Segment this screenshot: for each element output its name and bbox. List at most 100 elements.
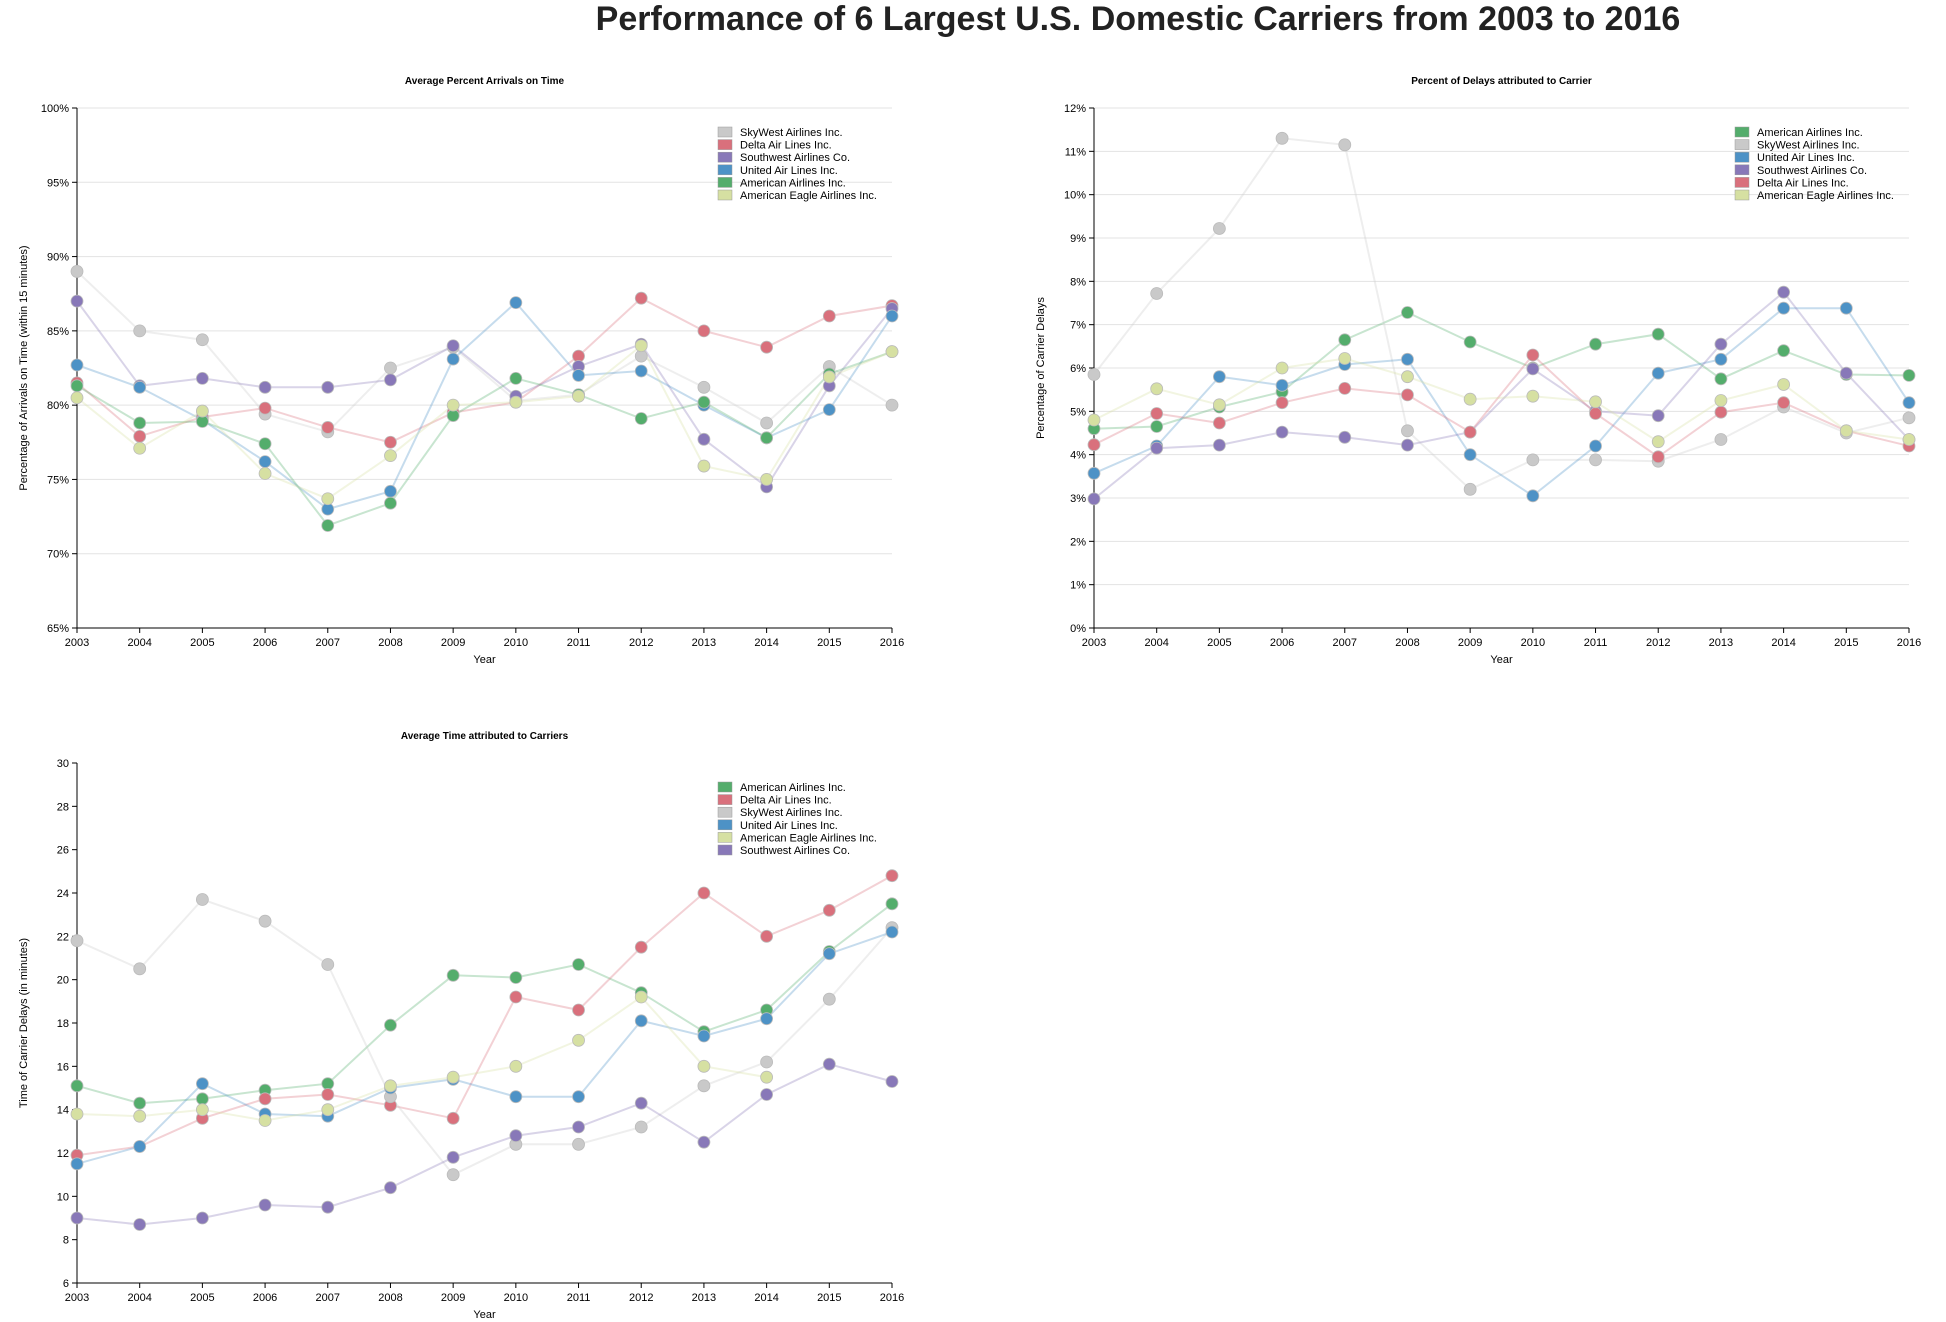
data-point <box>1526 453 1540 467</box>
data-point <box>133 1140 147 1153</box>
data-point <box>822 992 836 1006</box>
data-point <box>1714 352 1728 366</box>
data-point <box>384 361 397 375</box>
x-tick-label: 2011 <box>567 637 591 649</box>
data-point <box>1150 420 1164 433</box>
data-point <box>1589 395 1602 409</box>
data-point <box>384 373 397 387</box>
data-point <box>70 1107 84 1121</box>
points-delta-air-lines-inc <box>70 291 899 449</box>
data-point <box>697 886 711 900</box>
legend-swatch <box>1734 189 1750 201</box>
data-point <box>822 309 836 323</box>
legend-label: SkyWest Airlines Inc. <box>1757 140 1860 152</box>
y-tick-label: 8 <box>63 1235 69 1247</box>
y-tick-label: 12 <box>57 1148 69 1160</box>
series-southwest-airlines-co <box>76 300 893 489</box>
x-tick-label: 2003 <box>65 637 89 649</box>
chart-arrivals-on-time: Average Percent Arrivals on Time 65% 70% 75… <box>18 76 904 666</box>
y-tick-label: 8% <box>1070 276 1086 288</box>
data-point <box>258 1092 272 1106</box>
data-point <box>509 1059 523 1073</box>
series-line-southwest-airlines-co <box>1093 290 1910 500</box>
y-tick-label: 20 <box>57 975 69 987</box>
x-tick-label: 2011 <box>567 1292 591 1304</box>
legend-swatch <box>1734 139 1750 150</box>
y-tick-label: 24 <box>57 888 69 900</box>
data-point <box>133 441 147 455</box>
legend-label: SkyWest Airlines Inc. <box>740 127 843 139</box>
x-tick-label: 2004 <box>127 1292 151 1304</box>
series-skywest-airlines-inc <box>76 270 893 434</box>
data-point <box>885 1075 899 1088</box>
points-southwest-airlines-co <box>1087 285 1916 506</box>
y-axis-label: Percentage of Carrier Delays <box>1035 297 1047 439</box>
data-point <box>70 379 84 393</box>
data-point <box>1275 396 1289 410</box>
x-tick-label: 2015 <box>817 637 841 649</box>
series-united-air-lines-inc <box>76 931 893 1165</box>
data-point <box>760 929 774 943</box>
legend-swatch <box>717 177 733 188</box>
series-united-air-lines-inc <box>76 301 893 511</box>
x-tick-label: 2014 <box>754 637 778 649</box>
data-point <box>1589 453 1602 467</box>
data-point <box>760 1012 774 1026</box>
data-point <box>822 403 836 417</box>
data-point <box>1212 416 1226 430</box>
data-point <box>572 1120 585 1134</box>
x-tick-label: 2016 <box>1897 637 1921 649</box>
data-point <box>1463 335 1477 349</box>
data-point <box>133 1218 147 1231</box>
data-point <box>133 324 147 338</box>
data-point <box>1338 430 1352 444</box>
data-point <box>1401 438 1414 452</box>
data-point <box>760 1070 774 1084</box>
data-point <box>1338 381 1352 395</box>
data-point <box>133 1109 147 1123</box>
x-tick-label: 2007 <box>316 637 340 649</box>
data-point <box>321 1103 335 1117</box>
data-point <box>384 1079 397 1093</box>
data-point <box>885 345 899 359</box>
data-point <box>1714 372 1728 386</box>
data-point <box>697 1079 711 1093</box>
x-axis-label: Year <box>473 654 496 666</box>
x-tick-label: 2010 <box>504 1292 528 1304</box>
y-tick-label: 65% <box>47 623 69 635</box>
data-point <box>1839 301 1853 315</box>
y-tick-label: 70% <box>47 549 69 561</box>
data-point <box>1651 327 1665 341</box>
x-tick-label: 2011 <box>1584 637 1608 649</box>
series-delta-air-lines-inc <box>76 874 893 1157</box>
data-point <box>509 296 523 310</box>
y-tick-label: 18 <box>57 1018 69 1030</box>
data-point <box>697 395 711 409</box>
data-point <box>384 1018 397 1032</box>
data-point <box>1401 306 1414 319</box>
data-point <box>195 371 209 385</box>
data-point <box>1777 285 1791 299</box>
data-point <box>446 398 460 412</box>
data-point <box>133 1096 147 1110</box>
points-skywest-airlines-inc <box>70 893 899 1182</box>
data-point <box>572 1003 585 1017</box>
series-line-skywest-airlines-inc <box>76 270 893 434</box>
series-line-united-air-lines-inc <box>76 301 893 511</box>
data-point <box>195 404 209 418</box>
series-american-eagle-airlines-inc <box>1093 357 1910 443</box>
data-point <box>1212 398 1226 412</box>
legend-label: Southwest Airlines Co. <box>740 845 850 857</box>
y-tick-label: 10 <box>57 1191 69 1203</box>
data-point <box>1651 409 1665 423</box>
legend: American Airlines Inc.SkyWest Airlines I… <box>1734 126 1894 202</box>
series-line-american-eagle-airlines-inc <box>76 344 893 500</box>
data-point <box>70 265 84 278</box>
data-point <box>446 339 460 353</box>
data-point <box>384 496 397 510</box>
legend-label: American Airlines Inc. <box>1757 127 1863 139</box>
series-delta-air-lines-inc <box>1093 353 1910 459</box>
data-point <box>446 1111 460 1125</box>
data-point <box>1401 352 1414 366</box>
x-tick-label: 2004 <box>127 637 151 649</box>
